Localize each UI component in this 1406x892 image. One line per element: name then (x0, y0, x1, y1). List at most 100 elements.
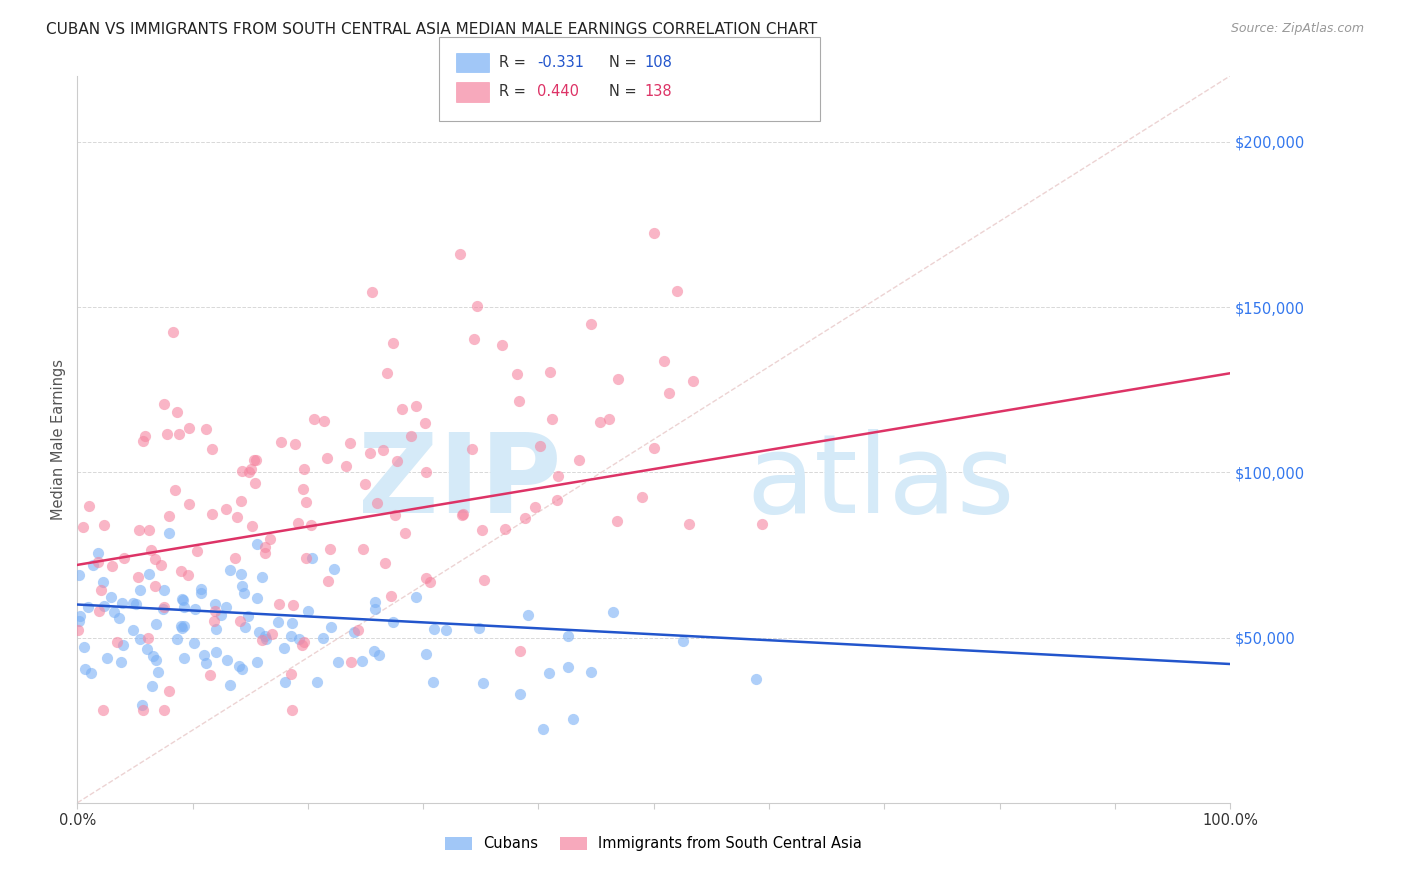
Point (240, 519, 263, 533)
Point (67, 568, 90, 582)
Point (146, 665, 169, 679)
Point (231, 566, 253, 581)
Text: N =: N = (609, 85, 641, 99)
Point (371, 442, 394, 457)
Point (246, 591, 269, 605)
Point (294, 495, 316, 509)
Text: -0.331: -0.331 (537, 55, 583, 70)
Point (141, 648, 163, 663)
Point (202, 614, 225, 628)
Point (589, 415, 612, 429)
Point (252, 633, 274, 648)
Point (77, 600, 100, 615)
Point (322, 562, 344, 576)
Point (508, 394, 530, 409)
Point (273, 640, 295, 655)
Point (139, 542, 162, 557)
Point (111, 639, 134, 653)
Point (152, 703, 174, 717)
Point (87, 604, 110, 618)
Point (381, 336, 404, 351)
Point (224, 551, 246, 566)
Point (415, 465, 437, 479)
Point (254, 632, 277, 647)
Point (394, 525, 416, 540)
Point (568, 453, 591, 467)
Point (415, 416, 437, 430)
Text: Source: ZipAtlas.com: Source: ZipAtlas.com (1230, 22, 1364, 36)
Point (138, 566, 160, 581)
Point (415, 647, 437, 661)
Point (538, 365, 561, 379)
Point (350, 654, 373, 668)
Point (218, 563, 240, 577)
Point (434, 623, 457, 637)
Point (204, 604, 226, 618)
Point (145, 617, 167, 632)
Point (380, 590, 402, 604)
Point (232, 586, 254, 600)
Point (270, 434, 292, 449)
Point (292, 635, 315, 649)
Point (205, 645, 228, 659)
Point (231, 662, 253, 676)
Point (152, 599, 174, 614)
Point (281, 615, 304, 630)
Point (292, 462, 315, 476)
Point (405, 399, 427, 413)
Point (72, 520, 94, 534)
Point (381, 615, 404, 629)
Point (157, 526, 180, 541)
Point (472, 573, 495, 587)
Point (128, 523, 150, 537)
Point (364, 595, 387, 609)
Point (149, 558, 172, 573)
Point (449, 247, 471, 261)
Point (352, 542, 374, 557)
Point (201, 442, 224, 456)
Point (228, 658, 250, 673)
Point (145, 552, 167, 566)
Point (73, 640, 96, 654)
Point (385, 454, 408, 468)
Point (280, 629, 302, 643)
Point (231, 578, 253, 592)
Point (127, 570, 149, 584)
Point (170, 564, 193, 578)
Point (215, 501, 238, 516)
Point (238, 609, 260, 624)
Point (419, 575, 441, 590)
Point (546, 492, 568, 507)
Point (267, 615, 290, 630)
Point (229, 615, 252, 629)
Point (359, 445, 381, 459)
Point (307, 674, 329, 689)
Point (201, 508, 224, 522)
Point (246, 537, 269, 551)
Point (280, 666, 302, 681)
Point (153, 397, 176, 411)
Point (287, 516, 309, 531)
Point (363, 601, 385, 615)
Point (157, 684, 180, 698)
Point (198, 667, 221, 681)
Point (602, 605, 624, 619)
Point (77, 499, 100, 513)
Point (173, 651, 195, 665)
Point (143, 579, 166, 593)
Point (167, 427, 190, 442)
Point (283, 599, 305, 613)
Point (339, 436, 361, 450)
Text: 138: 138 (644, 85, 672, 99)
Point (112, 550, 135, 565)
Point (111, 596, 134, 610)
Point (218, 678, 240, 692)
Point (316, 574, 339, 588)
Point (259, 533, 281, 547)
Point (461, 442, 484, 457)
Point (363, 644, 385, 658)
Point (531, 722, 554, 736)
Point (122, 596, 145, 610)
Point (176, 568, 198, 582)
Point (672, 634, 695, 648)
